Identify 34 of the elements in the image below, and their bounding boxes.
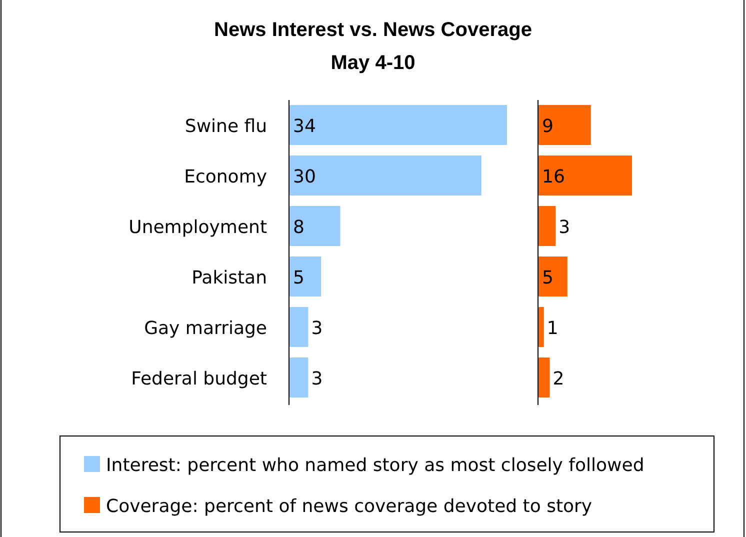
bar — [538, 156, 632, 196]
data-label: 3 — [311, 368, 323, 390]
data-label: 30 — [293, 166, 316, 188]
y-tick-label: Pakistan — [192, 268, 267, 288]
bar — [289, 358, 308, 398]
data-label: 1 — [546, 318, 558, 339]
data-label: 3 — [311, 318, 323, 339]
bar — [538, 307, 544, 347]
data-label: 2 — [552, 368, 564, 390]
data-label: 5 — [542, 268, 554, 288]
data-label: 34 — [293, 116, 316, 137]
data-label: 8 — [293, 217, 304, 238]
bar — [289, 156, 482, 196]
y-tick-label: Gay marriage — [144, 318, 267, 339]
bar — [289, 105, 507, 145]
data-label: 3 — [558, 217, 570, 238]
bar — [289, 307, 308, 347]
data-label: 9 — [542, 116, 554, 137]
legend-label: Interest: percent who named story as most closely followed — [106, 455, 644, 476]
bar — [289, 206, 340, 246]
y-tick-label: Swine flu — [184, 116, 267, 137]
legend-label: Coverage: percent of news coverage devoted to story — [106, 496, 592, 517]
y-tick-label: Economy — [184, 166, 268, 188]
y-tick-label: Federal budget — [131, 368, 267, 390]
bar — [538, 358, 550, 398]
y-tick-label: Unemployment — [128, 217, 267, 238]
data-label: 16 — [542, 166, 565, 188]
chart-title: News Interest vs. News Coverage — [214, 19, 532, 41]
data-label: 5 — [293, 268, 304, 288]
chart-subtitle: May 4-10 — [330, 52, 416, 74]
bar — [538, 206, 556, 246]
bar — [538, 256, 568, 296]
bar — [538, 105, 591, 145]
bar — [289, 256, 322, 296]
